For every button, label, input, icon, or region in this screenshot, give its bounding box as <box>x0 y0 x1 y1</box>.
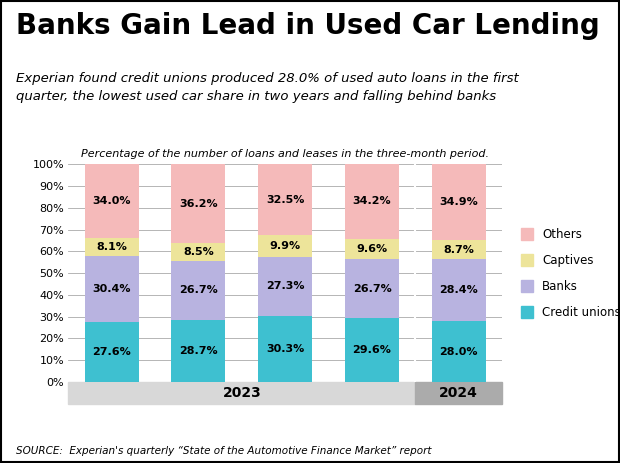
Text: 28.0%: 28.0% <box>440 346 478 357</box>
Bar <box>85 256 138 322</box>
Text: 9.9%: 9.9% <box>270 241 301 251</box>
Bar <box>345 318 399 382</box>
Text: 30.3%: 30.3% <box>266 344 304 354</box>
Bar <box>345 238 399 259</box>
Bar <box>259 257 312 316</box>
Bar <box>172 243 225 262</box>
Text: 26.7%: 26.7% <box>353 283 391 294</box>
Bar <box>432 259 485 321</box>
Bar <box>172 262 225 319</box>
Bar <box>259 164 312 235</box>
Bar <box>432 321 485 382</box>
Legend: Others, Captives, Banks, Credit unions: Others, Captives, Banks, Credit unions <box>521 228 620 319</box>
Text: 30.4%: 30.4% <box>92 284 131 294</box>
Bar <box>432 164 485 240</box>
Text: 8.7%: 8.7% <box>443 245 474 255</box>
Text: 2024: 2024 <box>440 386 478 400</box>
Text: 2023: 2023 <box>223 386 261 400</box>
Bar <box>259 235 312 257</box>
Bar <box>345 259 399 318</box>
Text: Experian found credit unions produced 28.0% of used auto loans in the first
quar: Experian found credit unions produced 28… <box>16 72 518 103</box>
Text: 8.5%: 8.5% <box>183 247 214 257</box>
Bar <box>432 240 485 259</box>
Title: Percentage of the number of loans and leases in the three-month period.: Percentage of the number of loans and le… <box>81 150 489 159</box>
Bar <box>172 319 225 382</box>
Text: 34.0%: 34.0% <box>92 196 131 206</box>
Text: 36.2%: 36.2% <box>179 199 218 208</box>
Text: 34.9%: 34.9% <box>440 197 478 207</box>
Text: 27.3%: 27.3% <box>266 282 304 291</box>
Bar <box>259 316 312 382</box>
Text: 28.4%: 28.4% <box>440 285 478 295</box>
Text: 8.1%: 8.1% <box>96 242 127 252</box>
Bar <box>85 322 138 382</box>
Text: 34.2%: 34.2% <box>353 196 391 206</box>
Text: 29.6%: 29.6% <box>353 345 391 355</box>
Bar <box>85 164 138 238</box>
Text: 28.7%: 28.7% <box>179 346 218 356</box>
Text: 27.6%: 27.6% <box>92 347 131 357</box>
Bar <box>345 164 399 238</box>
Bar <box>68 382 415 404</box>
Text: Banks Gain Lead in Used Car Lending: Banks Gain Lead in Used Car Lending <box>16 12 600 39</box>
Text: 26.7%: 26.7% <box>179 286 218 295</box>
Bar <box>415 382 502 404</box>
Bar <box>172 164 225 243</box>
Text: 9.6%: 9.6% <box>356 244 388 254</box>
Text: 32.5%: 32.5% <box>266 195 304 205</box>
Text: SOURCE:  Experian's quarterly “State of the Automotive Finance Market” report: SOURCE: Experian's quarterly “State of t… <box>16 446 431 456</box>
Bar <box>85 238 138 256</box>
